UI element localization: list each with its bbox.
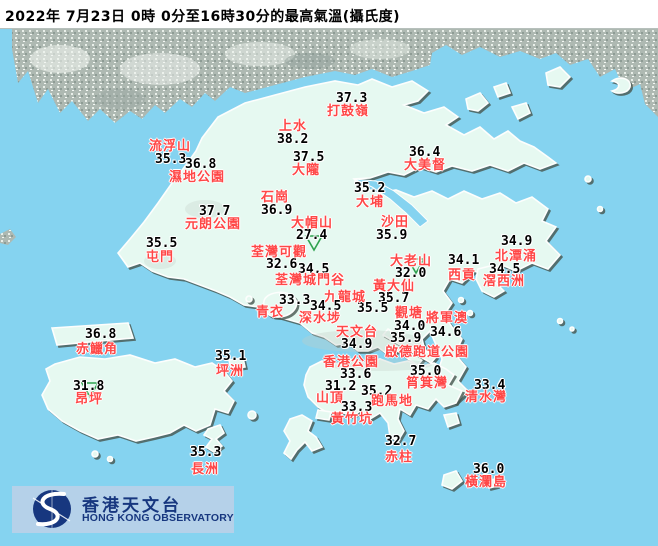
shenzhen-land (12, 29, 658, 123)
po-toi-island (441, 470, 464, 490)
lingding-island (0, 229, 16, 245)
tsing-yi-island (262, 291, 298, 318)
hong-kong-island (303, 358, 464, 443)
kai-tak-runway (381, 327, 438, 365)
page-title: 2022年 7月23日 0時 0分至16時30分的最高氣溫(攝氏度) (5, 9, 401, 25)
soko-islands (91, 450, 99, 458)
cheung-chau-island (202, 424, 226, 453)
kau-sai-chau-island (475, 264, 506, 298)
peng-chau-island (228, 357, 246, 370)
shatin-inlet (353, 178, 429, 228)
hei-ling-chau-island (247, 410, 257, 420)
airport-island (50, 322, 135, 346)
hko-logo-icon (32, 490, 71, 528)
ap-lei-chau-island (315, 409, 332, 421)
tung-lung-island (442, 412, 460, 429)
title-bar: 2022年 7月23日 0時 0分至16時30分的最高氣溫(攝氏度) (0, 0, 658, 28)
waglan-island (486, 478, 498, 489)
hko-logo-box: 香港天文台 HONG KONG OBSERVATORY (12, 486, 234, 533)
lamma-island (283, 414, 324, 461)
hko-logo-chinese: 香港天文台 (82, 496, 182, 516)
coastline-map-svg (0, 29, 658, 546)
hong-kong-map (0, 28, 658, 546)
tap-mun-island (465, 92, 490, 112)
lantau-island (41, 354, 235, 442)
ma-wan-island (245, 295, 253, 303)
hko-logo-english: HONG KONG OBSERVATORY (82, 512, 234, 524)
ping-chau-island (610, 77, 631, 94)
kat-o-island (545, 66, 572, 88)
